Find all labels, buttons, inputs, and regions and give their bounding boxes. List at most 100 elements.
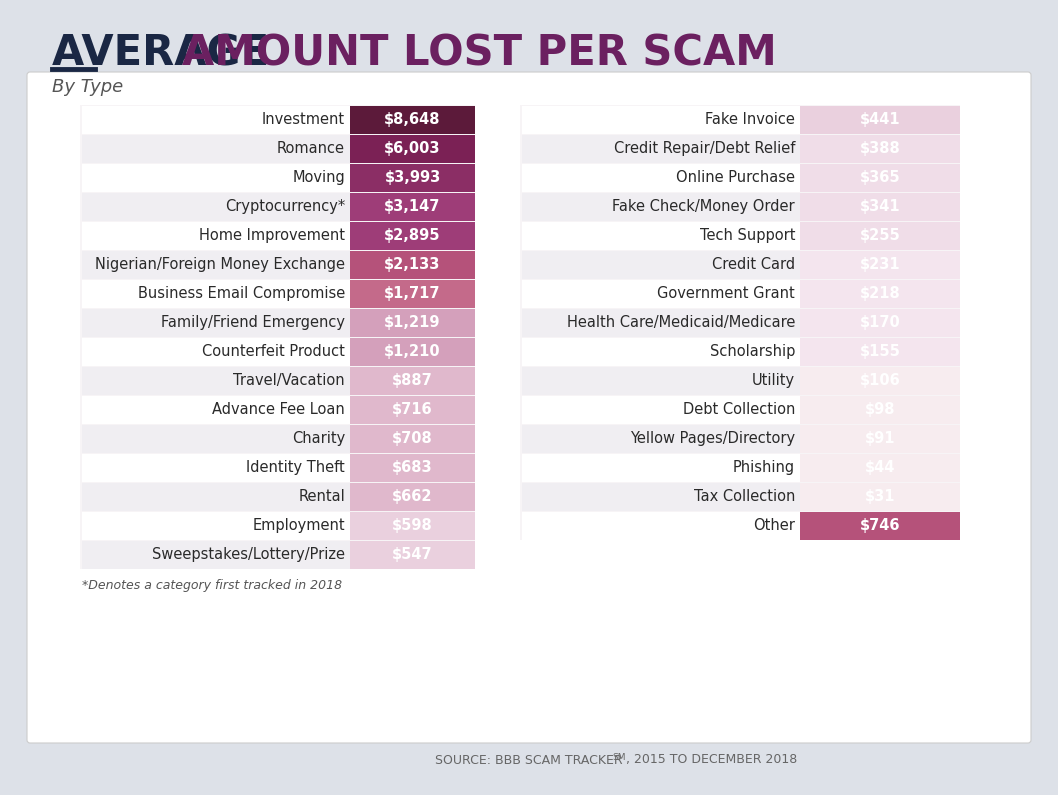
Bar (522, 308, 960, 336)
Text: $218: $218 (859, 286, 900, 301)
Bar (800, 134, 960, 162)
FancyBboxPatch shape (519, 105, 960, 540)
Text: $155: $155 (859, 344, 900, 359)
Text: Credit Card: Credit Card (712, 257, 795, 272)
Bar (800, 192, 960, 220)
Bar (83, 134, 475, 162)
Text: $2,133: $2,133 (384, 257, 441, 272)
Text: AVERAGE: AVERAGE (52, 33, 284, 75)
Text: $6,003: $6,003 (384, 141, 441, 156)
Bar (800, 280, 960, 308)
Bar (522, 425, 960, 452)
Bar (83, 250, 475, 278)
Bar (800, 106, 960, 134)
Text: $716: $716 (393, 402, 433, 417)
Bar (350, 453, 475, 482)
Text: By Type: By Type (52, 78, 123, 96)
Text: Government Grant: Government Grant (657, 286, 795, 301)
Text: SOURCE: BBB SCAM TRACKER: SOURCE: BBB SCAM TRACKER (435, 754, 623, 766)
Bar (800, 366, 960, 394)
Bar (350, 134, 475, 162)
Text: $662: $662 (393, 489, 433, 504)
Text: SM: SM (612, 753, 625, 762)
Bar (522, 511, 960, 540)
Text: $106: $106 (859, 373, 900, 388)
Bar (350, 222, 475, 250)
Bar (522, 280, 960, 308)
Bar (83, 338, 475, 366)
Text: Romance: Romance (277, 141, 345, 156)
Bar (522, 250, 960, 278)
Text: $31: $31 (864, 489, 895, 504)
Text: $388: $388 (859, 141, 900, 156)
Bar (800, 308, 960, 336)
Text: $708: $708 (393, 431, 433, 446)
Text: $1,210: $1,210 (384, 344, 441, 359)
Bar (800, 425, 960, 452)
Text: $683: $683 (393, 460, 433, 475)
Text: Phishing: Phishing (733, 460, 795, 475)
Text: $8,648: $8,648 (384, 112, 441, 127)
Text: $98: $98 (864, 402, 895, 417)
Bar (350, 192, 475, 220)
Bar (800, 338, 960, 366)
Text: $887: $887 (393, 373, 433, 388)
Bar (350, 250, 475, 278)
Text: Charity: Charity (292, 431, 345, 446)
Bar (522, 192, 960, 220)
Text: Home Improvement: Home Improvement (199, 228, 345, 243)
Text: $1,717: $1,717 (384, 286, 441, 301)
Bar (83, 541, 475, 568)
Bar (83, 511, 475, 540)
Bar (522, 483, 960, 510)
Bar (83, 425, 475, 452)
Bar (522, 134, 960, 162)
Text: Utility: Utility (752, 373, 795, 388)
Bar (350, 483, 475, 510)
Bar (83, 483, 475, 510)
Text: Employment: Employment (253, 518, 345, 533)
Text: Fake Check/Money Order: Fake Check/Money Order (613, 199, 795, 214)
Text: Counterfeit Product: Counterfeit Product (202, 344, 345, 359)
Text: Family/Friend Emergency: Family/Friend Emergency (161, 315, 345, 330)
Text: Scholarship: Scholarship (710, 344, 795, 359)
Text: $2,895: $2,895 (384, 228, 441, 243)
Bar (83, 453, 475, 482)
Text: $44: $44 (864, 460, 895, 475)
Bar (350, 308, 475, 336)
Bar (83, 222, 475, 250)
Bar (350, 366, 475, 394)
Bar (83, 308, 475, 336)
Text: Tax Collection: Tax Collection (694, 489, 795, 504)
Text: $231: $231 (860, 257, 900, 272)
Text: $441: $441 (860, 112, 900, 127)
FancyBboxPatch shape (28, 72, 1030, 743)
Bar (350, 164, 475, 192)
Text: Sweepstakes/Lottery/Prize: Sweepstakes/Lottery/Prize (152, 547, 345, 562)
Text: Cryptocurrency*: Cryptocurrency* (224, 199, 345, 214)
Bar (522, 395, 960, 424)
Text: Rental: Rental (298, 489, 345, 504)
Text: *Denotes a category first tracked in 2018: *Denotes a category first tracked in 201… (83, 579, 342, 592)
Text: Yellow Pages/Directory: Yellow Pages/Directory (630, 431, 795, 446)
Bar (800, 164, 960, 192)
Text: Identity Theft: Identity Theft (247, 460, 345, 475)
Text: Nigerian/Foreign Money Exchange: Nigerian/Foreign Money Exchange (95, 257, 345, 272)
Text: Health Care/Medicaid/Medicare: Health Care/Medicaid/Medicare (567, 315, 795, 330)
Bar (350, 541, 475, 568)
Text: Travel/Vacation: Travel/Vacation (234, 373, 345, 388)
Bar (800, 453, 960, 482)
Text: Other: Other (753, 518, 795, 533)
Bar (350, 338, 475, 366)
Bar (350, 425, 475, 452)
Bar (522, 106, 960, 134)
Bar (522, 366, 960, 394)
Text: $1,219: $1,219 (384, 315, 441, 330)
Text: $170: $170 (859, 315, 900, 330)
Text: , 2015 TO DECEMBER 2018: , 2015 TO DECEMBER 2018 (626, 754, 798, 766)
Bar (800, 511, 960, 540)
Text: $255: $255 (859, 228, 900, 243)
Text: Tech Support: Tech Support (699, 228, 795, 243)
Text: $746: $746 (860, 518, 900, 533)
Text: $547: $547 (393, 547, 433, 562)
